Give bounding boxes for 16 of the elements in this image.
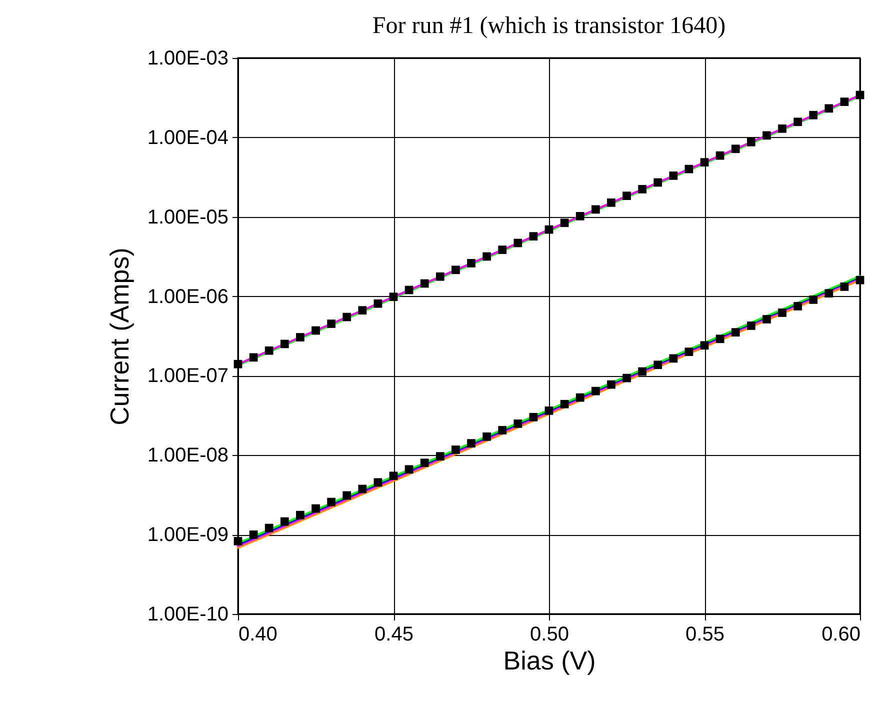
x-tick-label: 0.45	[374, 624, 414, 646]
y-tick-label: 1.00E-07	[147, 365, 228, 388]
chart-title: For run #1 (which is transistor 1640)	[372, 13, 726, 39]
y-tick-label: 1.00E-04	[147, 126, 228, 149]
y-tick-label: 1.00E-10	[147, 604, 228, 626]
x-tick-label: 0.40	[238, 624, 278, 646]
y-tick-label: 1.00E-03	[147, 48, 228, 70]
x-tick-label: 0.60	[822, 624, 860, 646]
y-tick-label: 1.00E-08	[147, 444, 228, 467]
x-tick-label: 0.55	[686, 624, 724, 646]
y-axis-title: Current (Amps)	[104, 248, 134, 426]
y-tick-label: 1.00E-05	[147, 206, 228, 228]
x-tick-label: 0.50	[530, 624, 569, 646]
x-axis-title: Bias (V)	[503, 646, 596, 676]
y-tick-label: 1.00E-09	[147, 524, 228, 546]
y-tick-label: 1.00E-06	[147, 286, 228, 308]
